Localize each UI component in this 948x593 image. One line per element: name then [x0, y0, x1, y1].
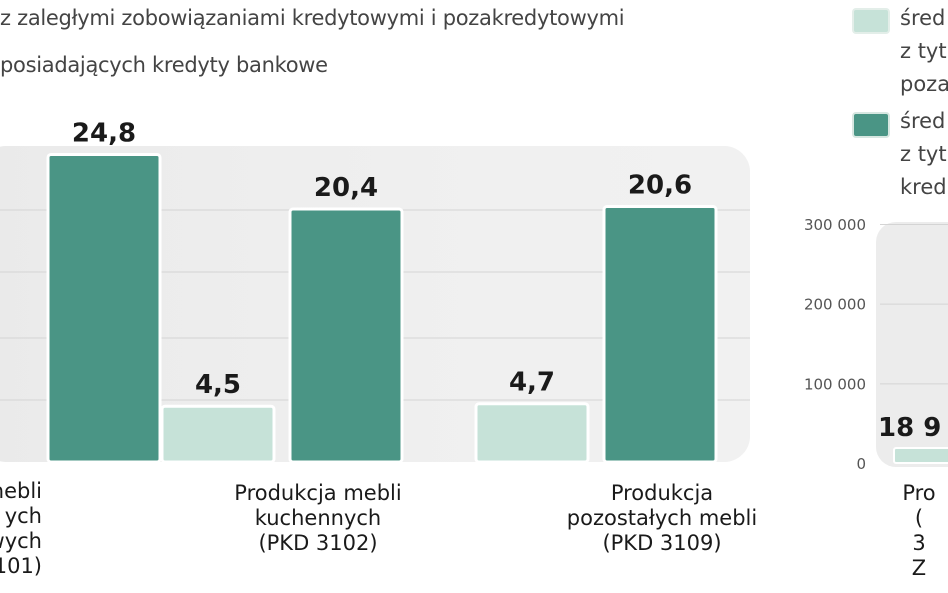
category-label: a mebli ych wych 101)	[0, 479, 42, 578]
bar-value-label: 20,4	[314, 173, 378, 203]
bar	[893, 446, 948, 464]
y-tick-label: 100 000	[804, 375, 866, 393]
bar-value-label: 4,7	[509, 368, 555, 398]
chart-subtitle-line1: z zaległymi zobowiązaniami kredytowymi i…	[0, 6, 625, 30]
legend-label-dark: śred z tyt kred	[900, 109, 947, 199]
bar	[288, 207, 404, 464]
category-label: Produkcja mebli kuchennych (PKD 3102)	[234, 481, 402, 555]
y-tick-label: 300 000	[804, 216, 866, 234]
chart-secondary-background	[876, 222, 948, 467]
legend-label-light: śred z tyt poza	[900, 6, 948, 96]
y-tick-label: 0	[856, 455, 866, 473]
bar	[160, 404, 276, 464]
bar-value-label: 4,5	[195, 370, 241, 400]
bar	[474, 402, 590, 464]
category-label: Produkcja pozostałych mebli (PKD 3109)	[566, 481, 758, 555]
y-tick-label: 200 000	[804, 296, 866, 314]
bar	[602, 205, 718, 464]
bar	[46, 152, 162, 464]
legend-swatch-light	[852, 8, 890, 34]
chart-subtitle-line2: posiadających kredyty bankowe	[0, 53, 328, 77]
legend-swatch-dark	[852, 112, 890, 138]
bar-value-label: 24,8	[72, 118, 136, 148]
category-label: Pro ( 3 Z	[902, 481, 936, 580]
bar-value-label: 20,6	[628, 171, 692, 201]
bar-value-label: 18 9	[878, 413, 941, 443]
